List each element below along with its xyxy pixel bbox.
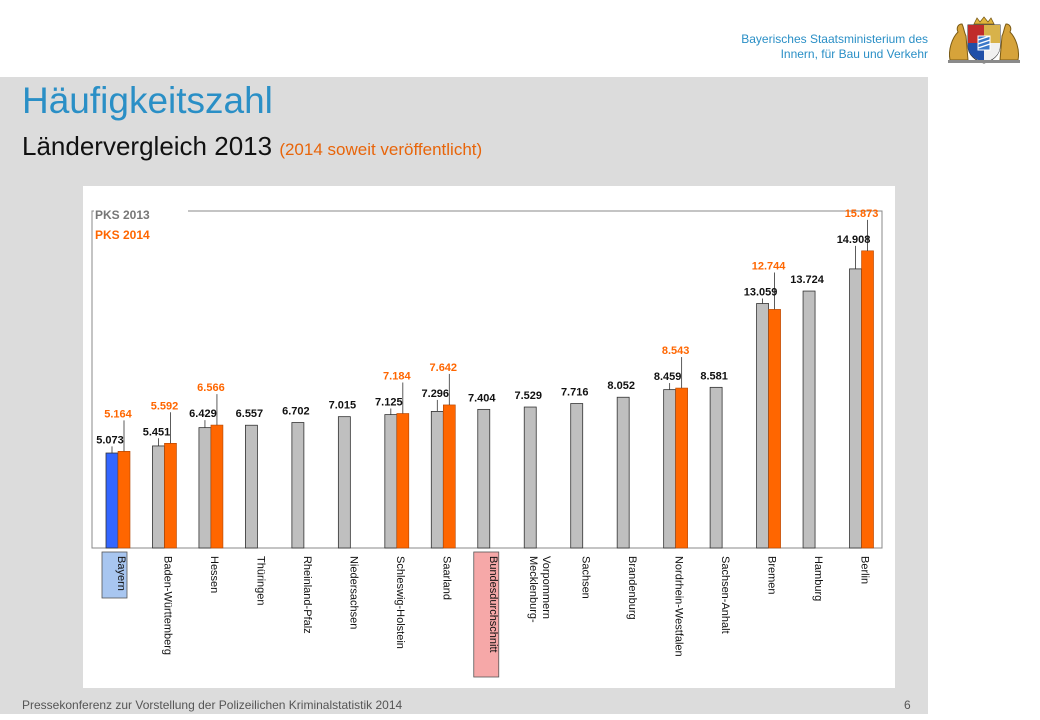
data-label-2013: 5.073 — [96, 434, 124, 446]
category-label: Berlin — [859, 556, 871, 584]
bar-pks-2014 — [396, 413, 410, 549]
category-label: Niedersachsen — [347, 556, 359, 629]
bar-pks-2014 — [768, 309, 781, 549]
category-label: Mecklenburg- — [527, 556, 539, 623]
chart-panel: 02.0004.0006.0008.00010.00012.00014.0001… — [83, 186, 895, 688]
data-label-2014: 5.164 — [104, 408, 132, 420]
category-label: Vorpommern — [540, 556, 552, 619]
bar-pks-2013 — [663, 389, 677, 549]
page-number: 6 — [904, 698, 911, 712]
category-label: Hessen — [208, 556, 220, 593]
bar-pks-2014 — [210, 424, 224, 549]
category-label: Bremen — [766, 556, 778, 595]
subtitle-note: (2014 soweit veröffentlicht) — [279, 140, 483, 159]
data-label-2013: 6.429 — [189, 408, 217, 420]
bar-pks-2013 — [523, 406, 537, 549]
ministry-line-2: Innern, für Bau und Verkehr — [780, 47, 928, 61]
category-label: Nordrhein-Westfalen — [673, 556, 685, 657]
category-highlight-box — [101, 551, 128, 599]
category-label: Thüringen — [254, 556, 266, 606]
data-label-2014: 15.873 — [845, 208, 879, 220]
slide-title: Häufigkeitszahl — [22, 80, 273, 121]
data-label-2013: 8.052 — [607, 380, 635, 392]
bar-pks-2013 — [849, 268, 862, 549]
bar-pks-2014 — [675, 387, 688, 549]
bar-pks-2014 — [117, 451, 131, 549]
category-highlight-box — [473, 551, 500, 678]
bar-pks-2014 — [164, 443, 177, 549]
data-label-2013: 8.459 — [654, 371, 682, 383]
category-label: Saarland — [440, 556, 452, 600]
data-label-2013: 7.296 — [422, 388, 450, 400]
category-label: Sachsen-Anhalt — [719, 556, 731, 634]
bar-pks-2013 — [337, 416, 351, 549]
data-label-2014: 6.566 — [197, 382, 225, 394]
category-label: Sachsen — [580, 556, 592, 599]
data-label-2014: 12.744 — [752, 261, 787, 273]
data-label-2013: 7.716 — [561, 387, 589, 399]
legend-box — [94, 201, 188, 247]
subtitle-text: Ländervergleich 2013 — [22, 131, 273, 161]
bar-pks-2013 — [291, 422, 305, 549]
bar-pks-2013 — [152, 445, 165, 549]
category-label: Brandenburg — [626, 556, 638, 620]
data-label-2013: 5.451 — [143, 426, 171, 438]
footer-text: Pressekonferenz zur Vorstellung der Poli… — [22, 698, 403, 712]
bar-chart: 02.0004.0006.0008.00010.00012.00014.0001… — [91, 201, 883, 678]
bar-pks-2013 — [756, 303, 769, 549]
category-label: Schleswig-Holstein — [394, 556, 406, 649]
category-label: Bayern — [115, 556, 127, 591]
data-label-2014: 7.184 — [383, 370, 411, 382]
data-label-2013: 13.724 — [790, 274, 825, 286]
data-label-2013: 14.908 — [837, 234, 871, 246]
bar-pks-2013 — [709, 386, 723, 549]
bar-pks-2013 — [198, 427, 212, 549]
slide-subtitle: Ländervergleich 2013 (2014 soweit veröff… — [22, 131, 482, 162]
data-label-2013: 6.702 — [282, 406, 310, 418]
data-label-2013: 7.404 — [468, 392, 496, 404]
data-label-2013: 7.015 — [329, 400, 357, 412]
bar-pks-2013 — [570, 403, 584, 549]
data-label-2013: 13.059 — [744, 287, 778, 299]
bar-pks-2013 — [105, 452, 119, 549]
data-label-2014: 8.543 — [662, 345, 690, 357]
category-label: Rheinland-Pfalz — [301, 556, 313, 634]
bar-pks-2013 — [802, 290, 816, 549]
bar-pks-2014 — [442, 404, 456, 549]
bar-pks-2013 — [616, 396, 630, 549]
ministry-name: Bayerisches Staatsministerium des Innern… — [628, 32, 928, 62]
bar-pks-2013 — [430, 411, 444, 549]
bar-pks-2013 — [384, 414, 398, 549]
category-label: Hamburg — [812, 556, 824, 601]
legend-pks-2013: PKS 2013 — [95, 208, 150, 222]
data-label-2013: 7.529 — [514, 390, 542, 402]
data-label-2014: 5.592 — [151, 400, 179, 412]
category-label: Bundesdurchschnitt — [487, 556, 499, 653]
category-label: Baden-Württemberg — [161, 556, 173, 655]
ministry-line-1: Bayerisches Staatsministerium des — [741, 32, 928, 46]
data-label-2014: 7.642 — [430, 362, 458, 374]
bar-pks-2013 — [477, 408, 491, 549]
bavarian-coat-of-arms-icon — [948, 16, 1020, 64]
data-label-2013: 6.557 — [236, 408, 264, 420]
bar-pks-2014 — [861, 250, 874, 549]
data-label-2013: 8.581 — [700, 370, 728, 382]
bar-pks-2013 — [245, 424, 258, 549]
legend-pks-2014: PKS 2014 — [95, 228, 150, 242]
data-label-2013: 7.125 — [375, 396, 403, 408]
